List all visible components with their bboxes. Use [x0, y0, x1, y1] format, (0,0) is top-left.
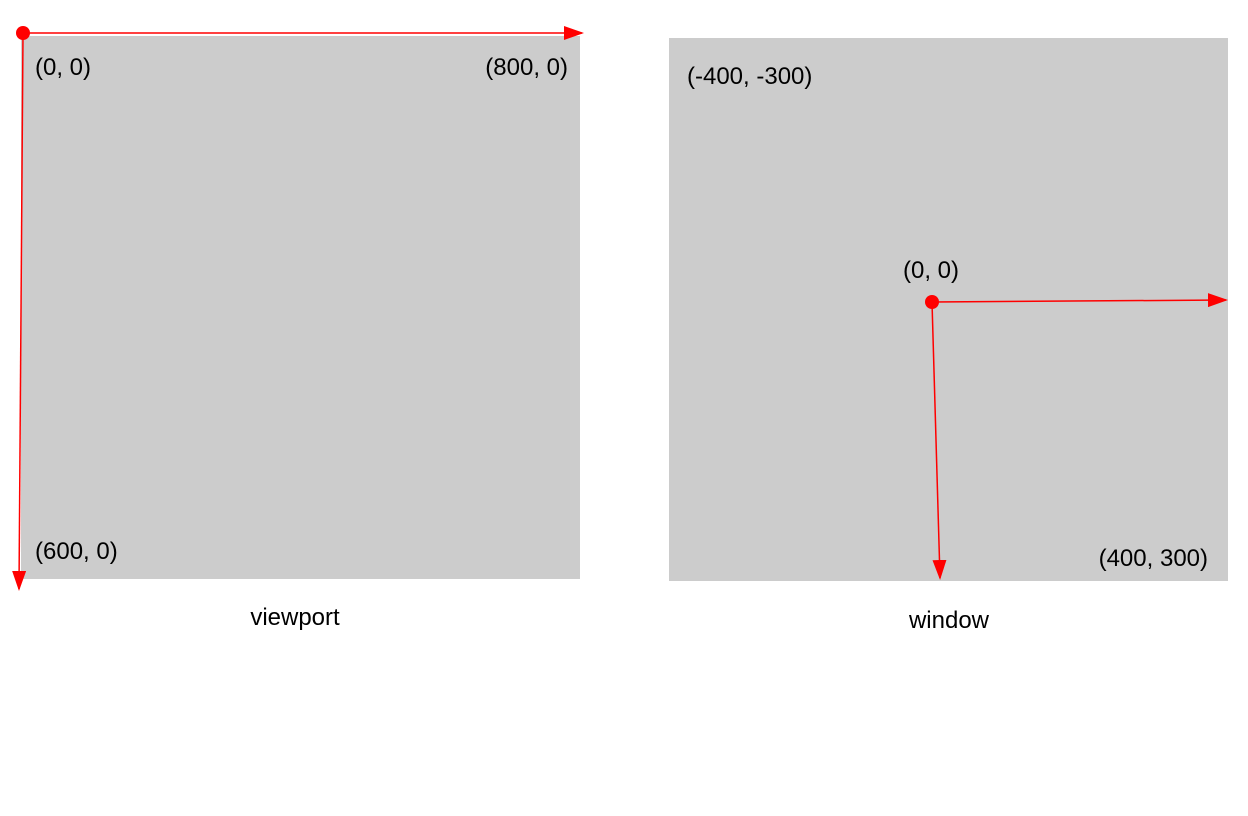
viewport-caption: viewport — [250, 604, 340, 631]
window-bottom-right-label: (400, 300) — [1099, 545, 1208, 572]
window-diagram: (-400, -300) (0, 0) (400, 300) window — [669, 38, 1228, 634]
viewport-panel — [21, 36, 580, 579]
window-origin-dot — [925, 295, 939, 309]
window-y-axis-arrow — [931, 301, 947, 580]
window-origin-label: (0, 0) — [903, 257, 959, 284]
window-panel — [669, 38, 1228, 581]
window-caption: window — [908, 607, 990, 634]
viewport-origin-label: (0, 0) — [35, 54, 91, 81]
viewport-top-right-label: (800, 0) — [485, 54, 568, 81]
viewport-diagram: (0, 0) (800, 0) (600, 0) viewport — [12, 26, 584, 631]
window-top-left-label: (-400, -300) — [687, 63, 812, 90]
viewport-bottom-left-label: (600, 0) — [35, 538, 118, 565]
window-x-axis-arrow — [931, 293, 1228, 308]
viewport-y-axis-arrow — [12, 32, 27, 591]
viewport-origin-dot — [16, 26, 30, 40]
